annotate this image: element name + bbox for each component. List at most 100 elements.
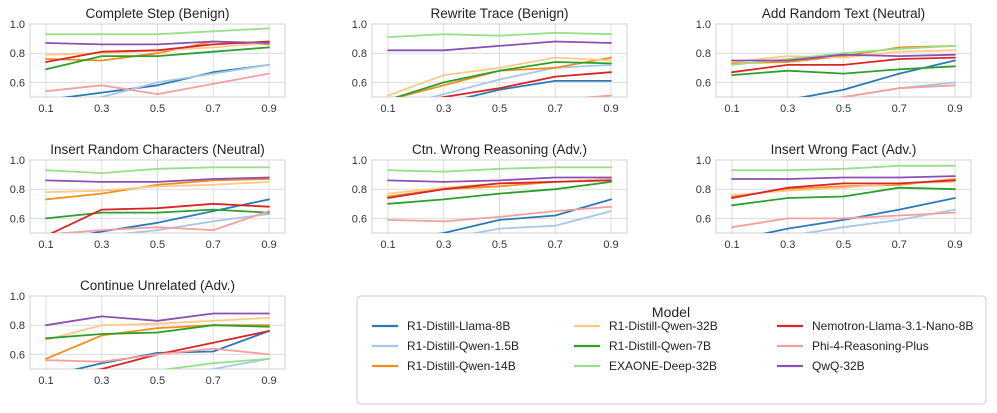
x-tick-label: 0.7 <box>892 103 907 115</box>
series-line-r1-distill-qwen-7b <box>45 324 270 340</box>
chart-title: Continue Unrelated (Adv.) <box>80 278 235 293</box>
x-tick-label: 0.9 <box>261 103 276 115</box>
legend-item-r1-distill-llama-8b: R1-Distill-Llama-8B <box>372 319 510 333</box>
series-line-r1-distill-qwen-7b <box>45 208 270 220</box>
series-line-r1-distill-llama-8b <box>464 80 612 97</box>
chart-title: Insert Wrong Fact (Adv.) <box>771 142 917 157</box>
series-line-r1-distill-qwen-7b <box>394 61 612 97</box>
legend-item-phi-4-reasoning-plus: Phi-4-Reasoning-Plus <box>777 339 929 353</box>
series-line-r1-distill-qwen-1-5b <box>470 210 612 233</box>
x-tick-label: 0.5 <box>492 239 507 251</box>
series-line-nemotron-llama-3-1-nano-8b <box>387 179 612 199</box>
y-tick-label: 0.8 <box>352 184 367 196</box>
subplot-rewrite-trace-benign: Rewrite Trace (Benign) 0.6 0.8 1.0 0.1 0.3 0.5… <box>352 6 628 115</box>
y-tick-label: 1.0 <box>10 19 25 31</box>
subplot-insert-wrong-fact-adv: Insert Wrong Fact (Adv.) 0.6 0.8 1.0 0.1 0.3 0… <box>696 142 972 251</box>
legend-frame <box>356 295 987 405</box>
series-line-r1-distill-llama-8b <box>798 59 956 97</box>
x-tick-label: 0.1 <box>724 239 739 251</box>
chart-title: Complete Step (Benign) <box>85 6 229 21</box>
series-line-r1-distill-qwen-14b <box>731 45 956 65</box>
legend-label: R1-Distill-Llama-8B <box>407 319 510 333</box>
x-tick-label: 0.5 <box>836 103 851 115</box>
series-group <box>45 166 270 233</box>
series-line-nemotron-llama-3-1-nano-8b <box>45 40 270 63</box>
subplot-ctn-wrong-reasoning-adv: Ctn. Wrong Reasoning (Adv.) 0.6 0.8 1.0 0.1 0… <box>352 142 628 251</box>
series-line-r1-distill-qwen-14b <box>45 178 270 201</box>
series-line-phi-4-reasoning-plus <box>45 72 270 95</box>
series-line-r1-distill-qwen-1-5b <box>800 208 956 233</box>
x-tick-label: 0.5 <box>150 103 165 115</box>
y-tick-label: 1.0 <box>352 155 367 167</box>
series-line-qwq-32b <box>45 40 270 46</box>
x-tick-label: 0.5 <box>150 375 165 387</box>
x-tick-label: 0.5 <box>492 103 507 115</box>
x-tick-label: 0.3 <box>94 375 109 387</box>
series-line-r1-distill-qwen-7b <box>45 46 270 71</box>
series-group <box>45 312 270 369</box>
x-tick-label: 0.7 <box>548 239 563 251</box>
subplot-grid: Complete Step (Benign) 0.6 0.8 1.0 0.1 0.3 0.5… <box>10 6 972 387</box>
series-line-phi-4-reasoning-plus <box>45 347 270 363</box>
chart-title: Rewrite Trace (Benign) <box>430 6 568 21</box>
y-tick-label: 0.6 <box>352 77 367 89</box>
series-line-exaone-deep-32b <box>162 357 270 369</box>
legend-item-r1-distill-qwen-32b: R1-Distill-Qwen-32B <box>574 319 718 333</box>
series-line-phi-4-reasoning-plus <box>834 84 956 97</box>
x-tick-label: 0.9 <box>947 103 962 115</box>
series-group <box>387 166 612 233</box>
series-line-nemotron-llama-3-1-nano-8b <box>439 71 612 97</box>
x-tick-label: 0.1 <box>38 103 53 115</box>
x-tick-label: 0.5 <box>150 239 165 251</box>
series-line-nemotron-llama-3-1-nano-8b <box>731 179 956 199</box>
y-tick-label: 0.8 <box>10 320 25 332</box>
y-tick-label: 0.8 <box>696 48 711 60</box>
y-tick-label: 0.8 <box>352 48 367 60</box>
x-tick-label: 0.3 <box>780 239 795 251</box>
series-line-exaone-deep-32b <box>45 166 270 175</box>
series-line-r1-distill-qwen-32b <box>387 56 612 97</box>
x-tick-label: 0.3 <box>780 103 795 115</box>
x-tick-label: 0.3 <box>436 239 451 251</box>
y-tick-label: 0.6 <box>10 77 25 89</box>
legend-title: Model <box>652 304 690 320</box>
plot-frame <box>371 159 628 234</box>
legend-label: Phi-4-Reasoning-Plus <box>812 339 929 353</box>
plot-frame <box>371 23 628 98</box>
series-line-r1-distill-qwen-7b <box>731 186 956 207</box>
x-tick-label: 0.3 <box>94 103 109 115</box>
series-line-r1-distill-qwen-32b <box>45 180 270 194</box>
legend-item-qwq-32b: QwQ-32B <box>777 359 865 373</box>
x-tick-label: 0.1 <box>38 375 53 387</box>
series-line-qwq-32b <box>387 40 612 52</box>
x-tick-label: 0.7 <box>206 103 221 115</box>
series-line-r1-distill-qwen-32b <box>45 316 270 341</box>
x-tick-label: 0.7 <box>548 103 563 115</box>
x-tick-label: 0.1 <box>380 239 395 251</box>
legend-label: EXAONE-Deep-32B <box>609 359 717 373</box>
series-line-r1-distill-qwen-1-5b <box>96 64 270 97</box>
legend-label: R1-Distill-Qwen-32B <box>609 319 718 333</box>
x-tick-label: 0.3 <box>94 239 109 251</box>
series-line-r1-distill-qwen-7b <box>731 65 956 76</box>
series-group <box>731 45 956 97</box>
series-line-r1-distill-qwen-1-5b <box>204 357 270 369</box>
series-line-qwq-32b <box>387 176 612 183</box>
series-line-qwq-32b <box>731 53 956 62</box>
plot-frame <box>715 159 972 234</box>
x-tick-label: 0.9 <box>947 239 962 251</box>
plot-frame <box>29 159 286 234</box>
subplot-complete-step-benign: Complete Step (Benign) 0.6 0.8 1.0 0.1 0.3 0.5… <box>10 6 286 115</box>
series-line-phi-4-reasoning-plus <box>731 211 956 229</box>
x-tick-label: 0.1 <box>724 103 739 115</box>
y-tick-label: 0.6 <box>352 213 367 225</box>
series-group <box>387 31 612 97</box>
legend-item-r1-distill-qwen-7b: R1-Distill-Qwen-7B <box>574 339 711 353</box>
series-line-exaone-deep-32b <box>731 164 956 172</box>
x-tick-label: 0.7 <box>206 375 221 387</box>
series-line-r1-distill-llama-8b <box>73 330 270 369</box>
series-line-phi-4-reasoning-plus <box>387 205 612 223</box>
y-tick-label: 1.0 <box>696 19 711 31</box>
y-tick-label: 0.6 <box>696 213 711 225</box>
